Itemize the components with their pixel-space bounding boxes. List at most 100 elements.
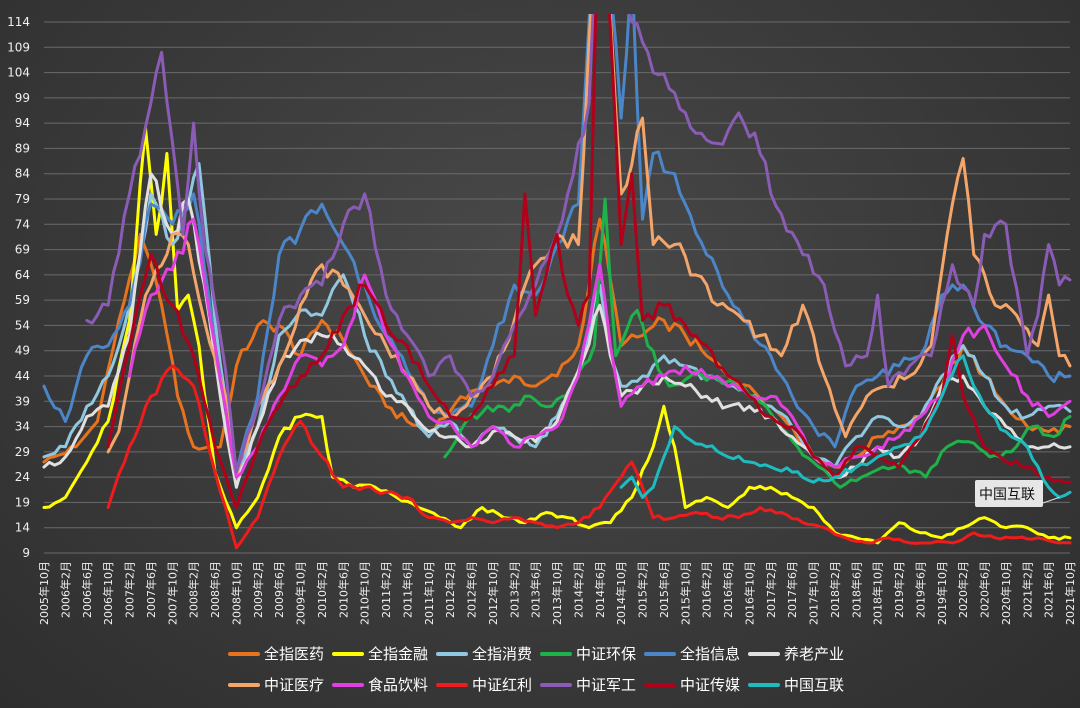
legend-item: 养老产业 <box>748 645 844 663</box>
x-tick-label: 2016年6月 <box>721 561 735 618</box>
x-tick-label: 2016年10月 <box>742 561 756 625</box>
x-tick-label: 2008年2月 <box>187 561 201 618</box>
x-tick-label: 2012年10月 <box>486 561 500 625</box>
x-tick-label: 2007年10月 <box>165 561 179 625</box>
y-tick-label: 49 <box>15 344 30 358</box>
x-tick-label: 2007年6月 <box>144 561 158 618</box>
x-tick-label: 2010年6月 <box>336 561 350 618</box>
x-tick-label: 2013年6月 <box>529 561 543 618</box>
x-tick-label: 2006年6月 <box>80 561 94 618</box>
y-tick-label: 114 <box>7 15 30 29</box>
x-tick-label: 2019年10月 <box>935 561 949 625</box>
x-tick-label: 2018年6月 <box>849 561 863 618</box>
legend-item: 全指医药 <box>228 645 324 663</box>
annotation-callout: 中国互联 <box>975 480 1060 507</box>
x-tick-label: 2019年2月 <box>892 561 906 618</box>
legend-item: 全指金融 <box>332 645 428 663</box>
legend-item: 中证环保 <box>540 645 636 663</box>
legend-label: 中国互联 <box>784 676 844 694</box>
y-tick-label: 79 <box>15 192 30 206</box>
y-tick-label: 89 <box>15 141 30 155</box>
series-line <box>106 14 1072 479</box>
x-tick-label: 2014年2月 <box>571 561 585 618</box>
series-line <box>106 14 1072 509</box>
legend-item: 全指消费 <box>436 645 532 663</box>
x-tick-label: 2015年10月 <box>678 561 692 625</box>
y-tick-label: 29 <box>15 445 30 459</box>
y-tick-label: 54 <box>15 318 30 332</box>
series-line <box>106 364 1072 550</box>
x-tick-label: 2008年6月 <box>208 561 222 618</box>
legend-label: 全指医药 <box>264 645 324 663</box>
x-tick-label: 2008年10月 <box>229 561 243 625</box>
x-tick-label: 2015年6月 <box>657 561 671 618</box>
x-tick-label: 2017年6月 <box>785 561 799 618</box>
x-tick-label: 2020年2月 <box>956 561 970 618</box>
y-tick-label: 99 <box>15 91 30 105</box>
legend-label: 全指金融 <box>368 645 428 663</box>
x-tick-label: 2019年6月 <box>913 561 927 618</box>
x-tick-label: 2017年10月 <box>807 561 821 625</box>
series-line <box>619 354 1072 499</box>
y-tick-label: 34 <box>15 420 30 434</box>
x-axis-ticks: 2005年10月 2006年2月 2006年6月 2006年10月 2007年2月 200… <box>37 561 1077 625</box>
y-tick-label: 69 <box>15 243 30 257</box>
x-tick-label: 2006年10月 <box>101 561 115 625</box>
x-tick-label: 2012年6月 <box>465 561 479 618</box>
legend-label: 全指消费 <box>472 645 532 663</box>
x-tick-label: 2005年10月 <box>37 561 51 625</box>
x-tick-label: 2013年2月 <box>507 561 521 618</box>
y-tick-label: 59 <box>15 293 30 307</box>
y-tick-label: 39 <box>15 394 30 408</box>
x-tick-label: 2021年10月 <box>1063 561 1077 625</box>
legend-label: 中证医疗 <box>264 676 324 694</box>
legend-label: 养老产业 <box>784 645 844 663</box>
y-tick-label: 109 <box>7 40 30 54</box>
legend-item: 中证军工 <box>540 676 636 694</box>
legend-item: 中证传媒 <box>644 676 740 694</box>
legend-item: 中证医疗 <box>228 676 324 694</box>
series-line <box>42 162 1072 479</box>
y-tick-label: 94 <box>15 116 30 130</box>
x-tick-label: 2018年2月 <box>828 561 842 618</box>
y-tick-label: 44 <box>15 369 30 383</box>
x-tick-label: 2021年6月 <box>1042 561 1056 618</box>
y-axis-ticks: 9 14 19 24 29 34 39 44 49 54 59 64 69 74 79 84 89 94 99 104… <box>7 15 30 560</box>
x-tick-label: 2018年10月 <box>871 561 885 625</box>
x-tick-label: 2014年6月 <box>593 561 607 618</box>
x-tick-label: 2017年2月 <box>764 561 778 618</box>
callout-box <box>975 480 1043 507</box>
x-tick-label: 2012年2月 <box>443 561 457 618</box>
legend-item: 全指信息 <box>644 645 740 663</box>
y-tick-label: 64 <box>15 268 30 282</box>
legend-item: 食品饮料 <box>332 676 428 694</box>
x-tick-label: 2007年2月 <box>123 561 137 618</box>
legend-label: 中证环保 <box>576 645 636 663</box>
y-tick-label: 19 <box>15 495 30 509</box>
callout-leader <box>1042 496 1060 504</box>
x-tick-label: 2010年2月 <box>315 561 329 618</box>
legend-item: 中国互联 <box>748 676 844 694</box>
x-tick-label: 2020年10月 <box>999 561 1013 625</box>
callout-label: 中国互联 <box>979 487 1035 503</box>
legend-label: 中证红利 <box>472 676 532 694</box>
x-tick-label: 2010年10月 <box>358 561 372 625</box>
legend-item: 中证红利 <box>436 676 532 694</box>
y-tick-label: 74 <box>15 217 30 231</box>
series-lines <box>42 14 1072 550</box>
x-tick-label: 2009年2月 <box>251 561 265 618</box>
x-tick-label: 2016年2月 <box>700 561 714 618</box>
legend-label: 全指信息 <box>680 645 740 663</box>
series-line <box>85 14 1072 474</box>
x-tick-label: 2015年2月 <box>636 561 650 618</box>
x-tick-label: 2011年10月 <box>422 561 436 625</box>
x-tick-label: 2021年2月 <box>1020 561 1034 618</box>
x-tick-label: 2011年6月 <box>400 561 414 618</box>
y-tick-label: 104 <box>7 66 30 80</box>
x-tick-label: 2020年6月 <box>978 561 992 618</box>
x-tick-label: 2014年10月 <box>614 561 628 625</box>
x-tick-label: 2011年2月 <box>379 561 393 618</box>
y-tick-label: 9 <box>22 546 30 560</box>
x-tick-label: 2006年2月 <box>58 561 72 618</box>
